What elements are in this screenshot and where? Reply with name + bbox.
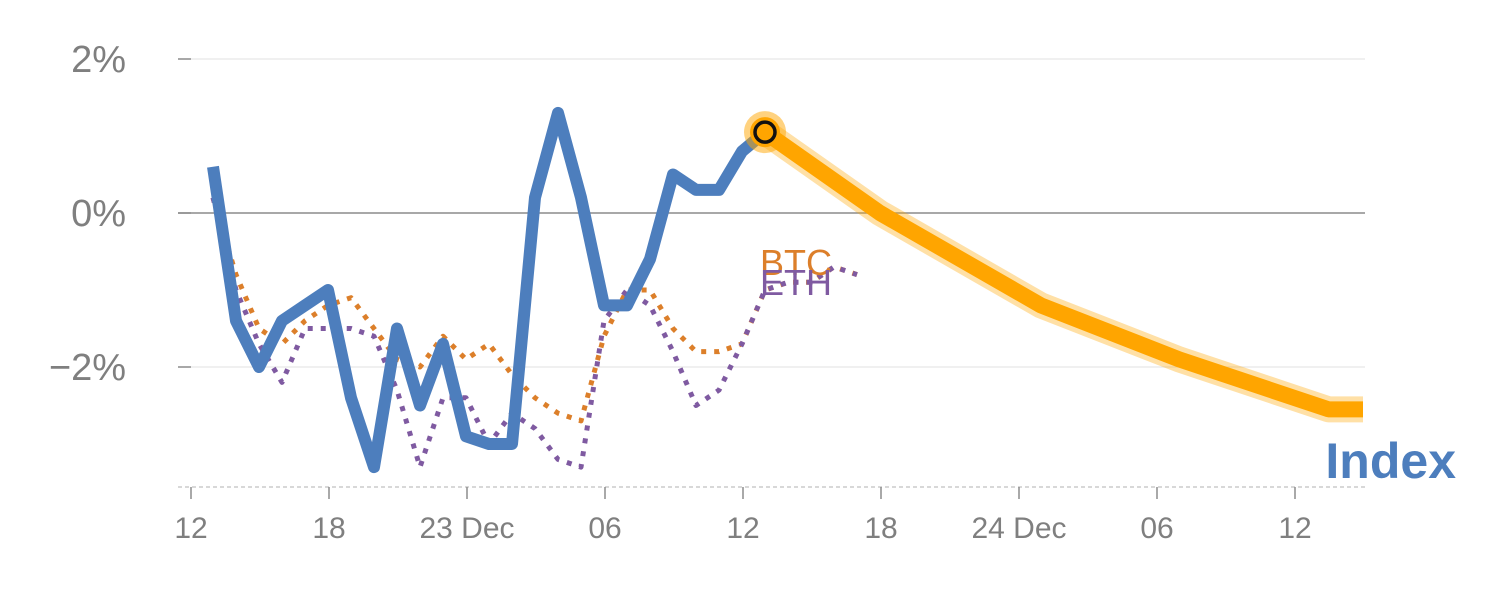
y-tick-label: 0% — [71, 193, 126, 235]
y-tick-label: −2% — [49, 347, 126, 389]
highlight-point-ring — [753, 120, 777, 144]
eth-line — [210, 196, 858, 470]
x-tick-label: 18 — [312, 512, 345, 545]
projection-band-glow — [757, 121, 1363, 423]
x-tick-label: 12 — [726, 512, 759, 545]
x-tick-label: 23 Dec — [419, 512, 514, 545]
grid-lines — [178, 58, 1365, 368]
series-lines — [207, 106, 1363, 474]
x-tick-label: 24 Dec — [971, 512, 1066, 545]
btc-series-label: BTC — [760, 242, 832, 283]
y-axis: 2% 0% −2% — [49, 39, 191, 389]
x-tick-label: 06 — [588, 512, 621, 545]
eth-series-label: ETH — [760, 262, 832, 303]
x-axis: 12 18 23 Dec 06 12 18 24 Dec 06 12 — [174, 486, 1365, 545]
index-series-label: Index — [1325, 433, 1456, 489]
x-tick-label: 12 — [174, 512, 207, 545]
projection-band — [760, 125, 1363, 418]
x-tick-label: 12 — [1278, 512, 1311, 545]
x-tick-label: 18 — [864, 512, 897, 545]
btc-line — [210, 196, 858, 424]
x-tick-label: 06 — [1140, 512, 1173, 545]
index-line — [207, 106, 769, 474]
y-tick-label: 2% — [71, 39, 126, 81]
